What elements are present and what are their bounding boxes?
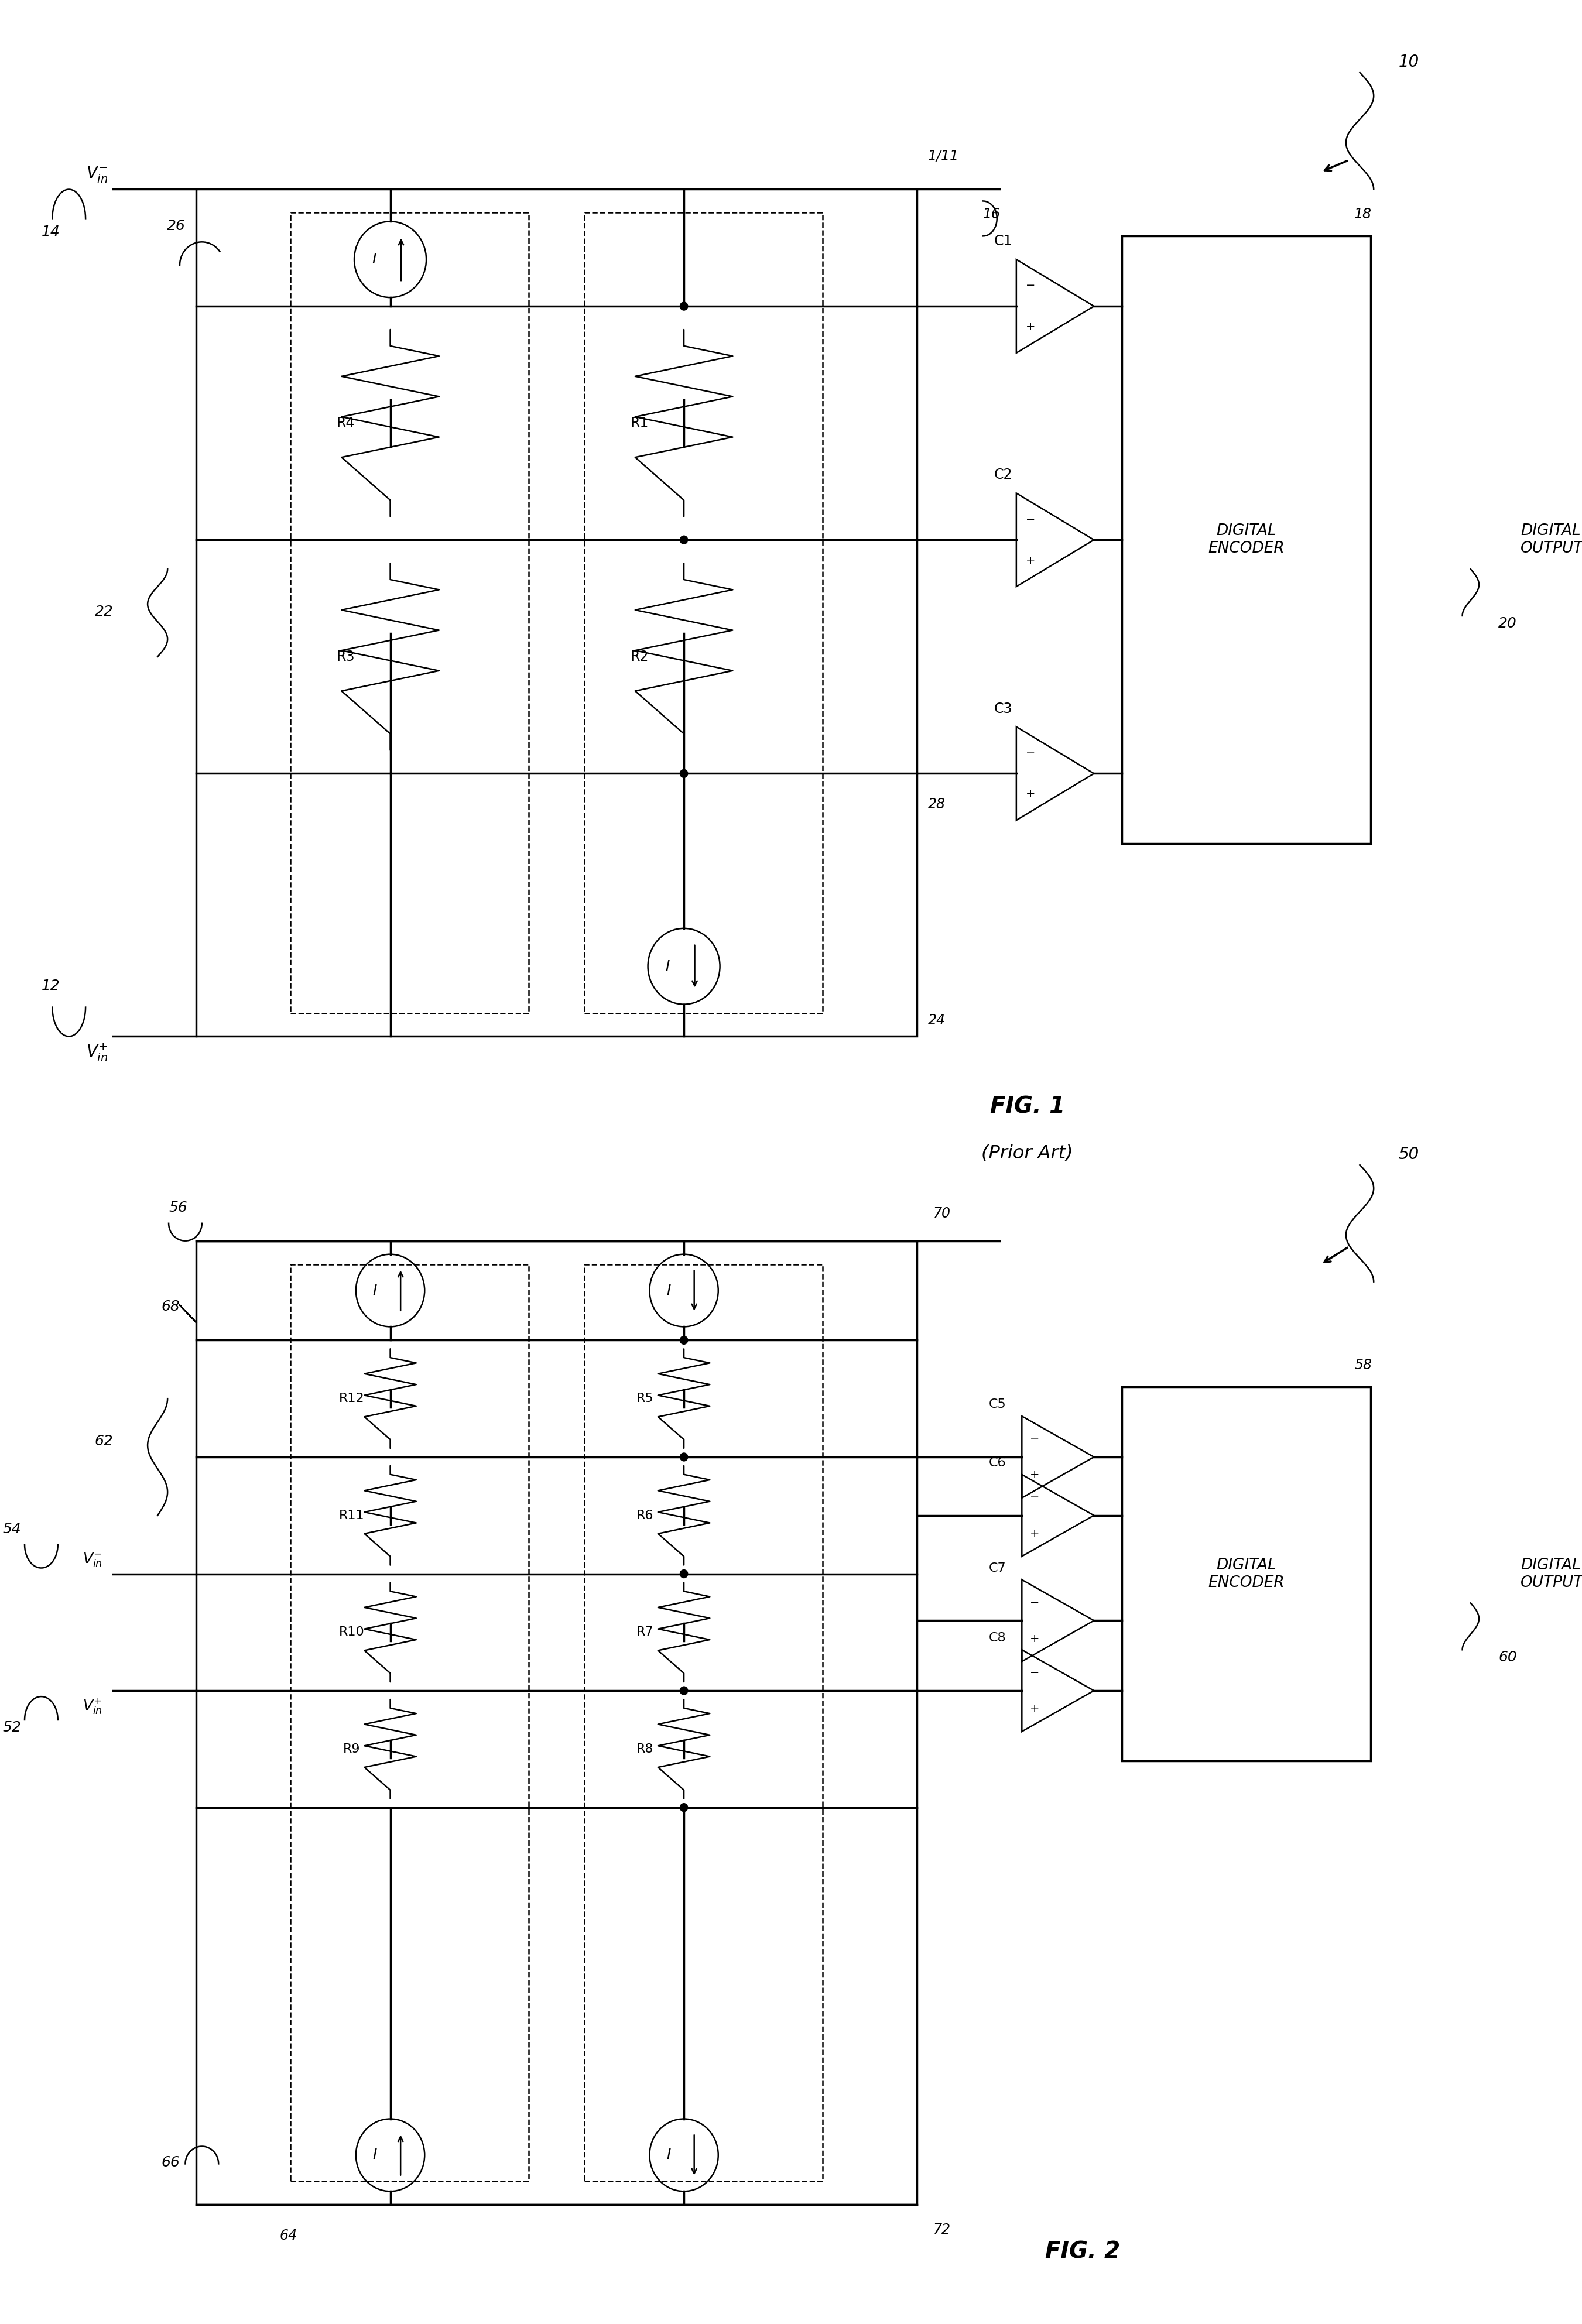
Text: 22: 22 xyxy=(95,604,114,618)
Text: +: + xyxy=(1030,1527,1039,1538)
Text: 72: 72 xyxy=(933,2222,951,2238)
Text: −: − xyxy=(1030,1597,1039,1608)
Text: DIGITAL
ENCODER: DIGITAL ENCODER xyxy=(1209,523,1285,555)
Text: 10: 10 xyxy=(1398,53,1419,70)
Text: −: − xyxy=(1030,1666,1039,1678)
Bar xyxy=(1122,237,1372,844)
Text: C6: C6 xyxy=(989,1457,1006,1469)
Text: −: − xyxy=(1030,1434,1039,1446)
Text: 62: 62 xyxy=(95,1434,114,1448)
Text: 24: 24 xyxy=(927,1013,946,1027)
Text: C5: C5 xyxy=(989,1399,1006,1411)
Bar xyxy=(584,1264,823,2182)
Text: I: I xyxy=(666,1283,671,1297)
Text: −: − xyxy=(1025,748,1035,758)
Text: 14: 14 xyxy=(41,225,60,239)
Circle shape xyxy=(680,1687,688,1694)
Text: 26: 26 xyxy=(166,218,185,232)
Text: $V_{in}^{+}$: $V_{in}^{+}$ xyxy=(82,1697,103,1715)
Text: DIGITAL
ENCODER: DIGITAL ENCODER xyxy=(1209,1557,1285,1590)
Text: +: + xyxy=(1025,321,1035,332)
Text: R4: R4 xyxy=(337,416,356,430)
Text: 60: 60 xyxy=(1498,1650,1517,1664)
Text: I: I xyxy=(373,2147,377,2161)
Text: R5: R5 xyxy=(636,1392,653,1404)
Bar xyxy=(291,214,528,1013)
Circle shape xyxy=(680,302,688,311)
Text: −: − xyxy=(1025,514,1035,525)
Text: FIG. 2: FIG. 2 xyxy=(1046,2240,1120,2264)
Text: R3: R3 xyxy=(337,651,356,665)
Text: R10: R10 xyxy=(339,1627,364,1638)
Text: C2: C2 xyxy=(993,467,1012,481)
Text: 12: 12 xyxy=(41,978,60,992)
Text: +: + xyxy=(1025,555,1035,567)
Text: $V_{in}^{-}$: $V_{in}^{-}$ xyxy=(82,1550,103,1569)
Text: DIGITAL
OUTPUT: DIGITAL OUTPUT xyxy=(1520,1557,1582,1590)
Text: R9: R9 xyxy=(343,1743,361,1755)
Circle shape xyxy=(680,1569,688,1578)
Text: I: I xyxy=(666,960,669,974)
Text: (Prior Art): (Prior Art) xyxy=(981,1143,1073,1162)
Text: +: + xyxy=(1030,1703,1039,1715)
Text: 18: 18 xyxy=(1354,207,1372,221)
Text: 16: 16 xyxy=(982,207,1001,221)
Text: I: I xyxy=(373,1283,377,1297)
Text: R6: R6 xyxy=(636,1511,653,1522)
Text: 28: 28 xyxy=(927,797,946,811)
Text: C3: C3 xyxy=(993,702,1012,716)
Text: C7: C7 xyxy=(989,1562,1006,1573)
Text: 1/11: 1/11 xyxy=(927,149,959,163)
Circle shape xyxy=(680,1452,688,1462)
Text: R12: R12 xyxy=(339,1392,364,1404)
Bar xyxy=(196,1241,916,2205)
Text: +: + xyxy=(1030,1469,1039,1480)
Text: R1: R1 xyxy=(630,416,649,430)
Text: DIGITAL
OUTPUT: DIGITAL OUTPUT xyxy=(1520,523,1582,555)
Text: 56: 56 xyxy=(169,1202,187,1215)
Bar xyxy=(291,1264,528,2182)
Text: +: + xyxy=(1030,1634,1039,1643)
Text: −: − xyxy=(1030,1492,1039,1504)
Bar xyxy=(196,188,916,1037)
Bar xyxy=(584,214,823,1013)
Text: 54: 54 xyxy=(3,1522,21,1536)
Text: R8: R8 xyxy=(636,1743,653,1755)
Text: $V_{in}^{+}$: $V_{in}^{+}$ xyxy=(85,1041,108,1062)
Text: 50: 50 xyxy=(1398,1146,1419,1162)
Text: −: − xyxy=(1025,281,1035,290)
Text: 58: 58 xyxy=(1354,1357,1372,1371)
Text: I: I xyxy=(666,2147,671,2161)
Text: 66: 66 xyxy=(161,2157,180,2171)
Text: R11: R11 xyxy=(339,1511,364,1522)
Circle shape xyxy=(680,1336,688,1343)
Text: 70: 70 xyxy=(933,1206,951,1220)
Text: 68: 68 xyxy=(161,1299,180,1313)
Text: 64: 64 xyxy=(280,2229,297,2243)
Text: 20: 20 xyxy=(1498,616,1517,630)
Text: I: I xyxy=(372,253,377,267)
Text: R2: R2 xyxy=(630,651,649,665)
Text: R7: R7 xyxy=(636,1627,653,1638)
Text: FIG. 1: FIG. 1 xyxy=(990,1095,1065,1118)
Text: C1: C1 xyxy=(993,235,1012,249)
Text: 52: 52 xyxy=(3,1720,21,1734)
Circle shape xyxy=(680,1803,688,1813)
Bar xyxy=(1122,1387,1372,1762)
Text: $V_{in}^{-}$: $V_{in}^{-}$ xyxy=(85,165,108,184)
Circle shape xyxy=(680,769,688,779)
Text: +: + xyxy=(1025,788,1035,799)
Circle shape xyxy=(680,537,688,544)
Text: C8: C8 xyxy=(989,1631,1006,1643)
